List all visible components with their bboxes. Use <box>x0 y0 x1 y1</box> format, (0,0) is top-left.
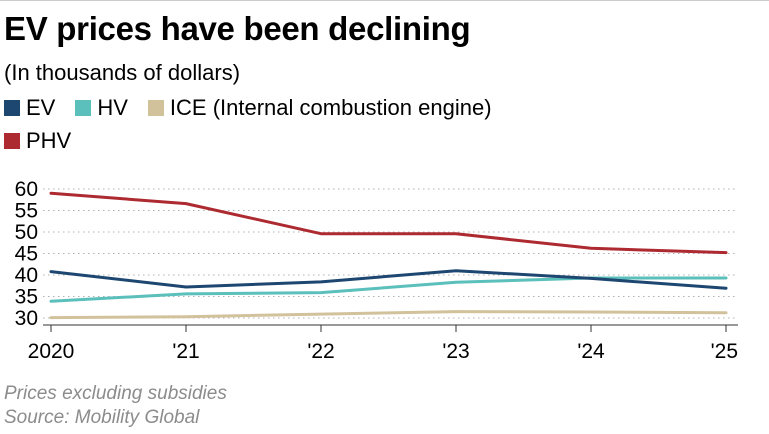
y-tick-label-60: 60 <box>15 178 38 201</box>
footer-note: Prices excluding subsidies <box>4 383 227 404</box>
series-line-phv <box>49 191 728 255</box>
y-tick-label-45: 45 <box>15 243 38 266</box>
x-tick-label-4: '24 <box>577 340 605 363</box>
legend-label-hv: HV <box>97 95 128 120</box>
top-rule <box>0 0 769 1</box>
y-tick-label-35: 35 <box>15 286 38 309</box>
x-tick-label-1: '21 <box>172 340 199 363</box>
legend-swatch-phv <box>4 133 20 149</box>
legend-label-ice: ICE (Internal combustion engine) <box>169 95 492 120</box>
legend-item-ice: ICE (Internal combustion engine) <box>147 95 492 121</box>
series-line-ev <box>49 269 728 290</box>
series-line-ice <box>49 310 728 320</box>
y-tick-label-40: 40 <box>15 264 38 287</box>
footer-source: Source: Mobility Global <box>4 407 200 428</box>
legend-label-phv: PHV <box>26 128 72 153</box>
legend-swatch-ev <box>4 100 20 116</box>
legend-label-ev: EV <box>26 95 56 120</box>
legend-row-1: EV HV ICE (Internal combustion engine) <box>4 95 512 121</box>
y-tick-label-50: 50 <box>15 221 38 244</box>
y-tick-label-55: 55 <box>15 200 38 223</box>
chart-subtitle: (In thousands of dollars) <box>4 60 241 85</box>
legend-swatch-ice <box>147 100 164 116</box>
x-tick-label-3: '23 <box>442 340 469 363</box>
legend-item-phv: PHV <box>4 128 71 154</box>
x-tick-label-0: 2020 <box>28 340 75 363</box>
legend-row-2: PHV <box>4 128 91 154</box>
y-tick-label-30: 30 <box>15 307 38 330</box>
legend-item-hv: HV <box>75 95 128 121</box>
chart-title: EV prices have been declining <box>4 10 471 47</box>
x-tick-label-2: '22 <box>307 340 334 363</box>
series-line-hv <box>49 276 728 303</box>
x-tick-label-5: '25 <box>711 340 738 363</box>
legend-item-ev: EV <box>4 95 55 121</box>
legend-swatch-hv <box>75 100 92 116</box>
